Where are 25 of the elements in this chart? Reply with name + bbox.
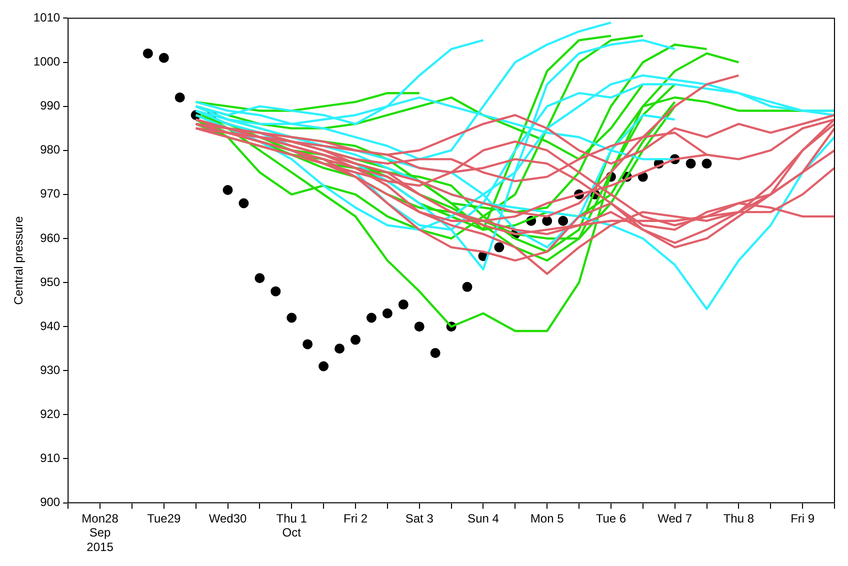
y-tick-label: 930 xyxy=(40,362,60,377)
x-tick-label: Mon 5 xyxy=(530,511,564,526)
y-tick-label: 900 xyxy=(40,495,60,510)
y-tick-label: 910 xyxy=(40,451,60,466)
y-tick-label: 1000 xyxy=(33,54,60,69)
x-tick-label: Thu 8 xyxy=(723,511,754,526)
y-tick-label: 940 xyxy=(40,318,60,333)
x-tick-label: Wed30 xyxy=(208,511,247,526)
y-tick-label: 1010 xyxy=(33,10,60,25)
y-axis-title: Central pressure xyxy=(12,216,26,305)
y-tick-label: 960 xyxy=(40,230,60,245)
y-tick-label: 970 xyxy=(40,186,60,201)
x-tick-label: Mon28 Sep 2015 xyxy=(82,511,119,554)
x-tick-label: Tue 6 xyxy=(596,511,626,526)
x-tick-label: Tue29 xyxy=(147,511,182,526)
x-tick-label: Thu 1 Oct xyxy=(276,511,308,540)
x-tick-label: Sat 3 xyxy=(405,511,434,526)
y-tick-label: 950 xyxy=(40,274,60,289)
x-tick-label: Fri 9 xyxy=(790,511,815,526)
x-tick-label: Wed 7 xyxy=(658,511,692,526)
y-tick-label: 920 xyxy=(40,407,60,422)
x-tick-label: Fri 2 xyxy=(343,511,368,526)
y-tick-label: 990 xyxy=(40,98,60,113)
x-tick-label: Sun 4 xyxy=(468,511,500,526)
y-tick-label: 980 xyxy=(40,142,60,157)
